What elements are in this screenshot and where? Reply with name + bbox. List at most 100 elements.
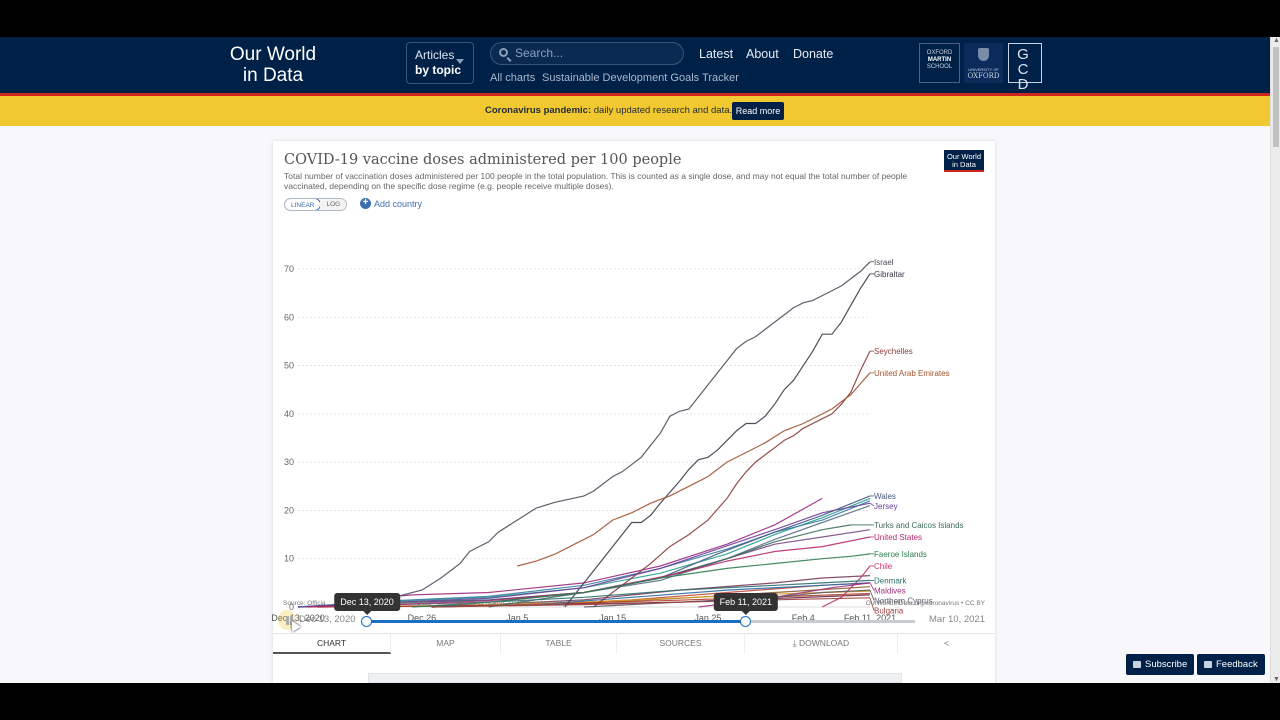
label-connector (869, 502, 875, 507)
label-connector (869, 589, 875, 601)
timeline-selected-range (366, 620, 745, 623)
scroll-down-icon[interactable]: ▼ (1273, 676, 1280, 683)
chart-title: COVID-19 vaccine doses administered per … (284, 152, 682, 168)
tab-chart[interactable]: CHART (273, 634, 391, 654)
oms-line-2: MARTIN (927, 57, 952, 63)
timeline-end-handle[interactable]: Feb 11, 2021 (713, 593, 778, 627)
grid-lines (298, 268, 870, 608)
nav-all-charts[interactable]: All charts (490, 72, 536, 84)
source-start[interactable]: Source: Officia (283, 600, 326, 607)
search-placeholder: Search... (515, 46, 564, 60)
y-tick-label: 50 (284, 361, 294, 371)
series-label: Wales (874, 492, 896, 501)
page-scrollbar[interactable]: ▲ ▼ (1270, 37, 1280, 683)
add-country-button[interactable]: + Add country (360, 198, 422, 209)
plus-circle-icon: + (360, 198, 371, 209)
label-connector (869, 597, 875, 611)
x-tick-labels: Dec 13, 2020 Dec 26 Jan 5 Jan 15 Jan 25 Feb 4… (271, 613, 896, 623)
series-label: Israel (874, 258, 894, 267)
logo-line-1: Our World (229, 44, 317, 65)
x-tick-label: Jan 25 (694, 613, 721, 623)
oms-line-1: OXFORD (926, 50, 953, 56)
owid-badge-logo[interactable]: Our World in Data (944, 150, 984, 172)
tab-table[interactable]: TABLE (501, 634, 617, 654)
feedback-button[interactable]: Feedback (1197, 654, 1265, 675)
share-icon: < (944, 638, 949, 648)
series-label: Seychelles (874, 347, 913, 356)
end-handle-tooltip: Feb 11, 2021 (713, 593, 778, 615)
y-tick-label: 70 (284, 264, 294, 274)
series-label: United States (874, 533, 922, 542)
x-tick-label: Feb 11, 2021 (844, 613, 896, 623)
tab-download[interactable]: ⤓ DOWNLOAD (745, 634, 898, 654)
search-input[interactable]: Search... (490, 42, 684, 65)
badge-line-1: Our World (946, 152, 982, 161)
subscribe-label: Subscribe (1145, 659, 1188, 670)
subscribe-button[interactable]: Subscribe (1126, 654, 1195, 675)
source-note: Source: Officia World in Data – Last upda… (283, 600, 565, 607)
feedback-label: Feedback (1216, 659, 1258, 670)
banner-rest: daily updated research and data. (591, 105, 733, 116)
y-tick-label: 40 (284, 409, 294, 419)
series-label: Jersey (874, 502, 898, 511)
x-tick-label: Dec 26 (408, 613, 437, 623)
chart-subtitle: Total number of vaccination doses admini… (284, 171, 908, 191)
series-labels: Israel Gibraltar Seychelles United Arab Emi… (850, 258, 964, 615)
university-of-oxford-logo[interactable]: UNIVERSITY OF OXFORD (964, 43, 1003, 83)
chevron-down-icon (456, 59, 464, 64)
series-label: Chile (874, 562, 893, 571)
series-line-chile (822, 565, 871, 608)
banner-bold: Coronavirus pandemic: (485, 105, 592, 116)
series-line-united-arab-emirates (517, 372, 871, 567)
pause-icon[interactable] (283, 614, 293, 626)
download-label: DOWNLOAD (799, 638, 850, 648)
site-logo[interactable]: Our World in Data (228, 44, 318, 86)
series-label: Faeroe Islands (874, 550, 927, 559)
series-line-united-states (307, 536, 871, 608)
read-more-button[interactable]: Read more (732, 102, 784, 120)
series-line-wales (297, 495, 871, 608)
announcement-banner: Coronavirus pandemic: daily updated rese… (0, 96, 1270, 126)
series-line-northern-ireland (297, 500, 871, 608)
nav-sdg-tracker[interactable]: Sustainable Development Goals Tracker (542, 72, 739, 84)
add-country-label: Add country (374, 198, 423, 209)
source-end: World in Data – Last updated 11 March, 1… (391, 600, 566, 607)
search-icon (499, 48, 508, 57)
oxford-martin-school-logo[interactable]: OXFORD MARTIN SCHOOL (919, 43, 960, 83)
source-url[interactable]: OurWorldInData.org/coronavirus • CC BY (865, 600, 985, 607)
logo-line-2: in Data (242, 65, 304, 86)
nav-latest[interactable]: Latest (699, 47, 734, 61)
series-line-seychelles (593, 350, 871, 608)
oxford-text: OXFORD (967, 72, 1000, 80)
scale-log-button[interactable]: LOG (320, 199, 347, 210)
series-label: Denmark (874, 576, 907, 585)
series-line-denmark (431, 579, 871, 608)
series-label: Gibraltar (874, 270, 905, 279)
y-tick-label: 30 (284, 457, 294, 467)
gcdl-logo[interactable]: GCDL (1008, 43, 1042, 107)
scroll-thumb[interactable] (1273, 47, 1279, 147)
scroll-up-icon[interactable]: ▲ (1273, 37, 1280, 44)
timeline-start-label: Dec 13, 2020 (299, 614, 356, 625)
tab-share[interactable]: < (898, 634, 995, 654)
x-tick-label: Jan 5 (506, 613, 528, 623)
header-stripe (0, 93, 1270, 96)
articles-line-1: Articles (415, 48, 455, 62)
articles-line-2: by topic (415, 63, 462, 77)
series-label: Bulgaria (874, 606, 904, 615)
tab-map[interactable]: MAP (391, 634, 501, 654)
articles-by-topic-dropdown[interactable]: Articles by topic (406, 42, 474, 84)
nav-donate[interactable]: Donate (793, 47, 834, 61)
series-line-england (297, 497, 871, 608)
banner-text: Coronavirus pandemic: daily updated rese… (485, 105, 732, 116)
x-tick-label: Jan 15 (599, 613, 626, 623)
y-tick-label: 20 (284, 505, 294, 515)
nav-about[interactable]: About (746, 47, 779, 61)
timeline-start-handle[interactable]: Dec 13, 2020 (334, 593, 400, 627)
start-handle-tooltip: Dec 13, 2020 (334, 593, 400, 615)
chat-icon (1204, 661, 1212, 668)
x-tick-label: Dec 13, 2020 (271, 613, 325, 623)
x-tick-label: Feb 4 (792, 613, 815, 623)
page: Our World in Data Articles by topic Sear… (0, 37, 1280, 683)
tab-sources[interactable]: SOURCES (617, 634, 745, 654)
